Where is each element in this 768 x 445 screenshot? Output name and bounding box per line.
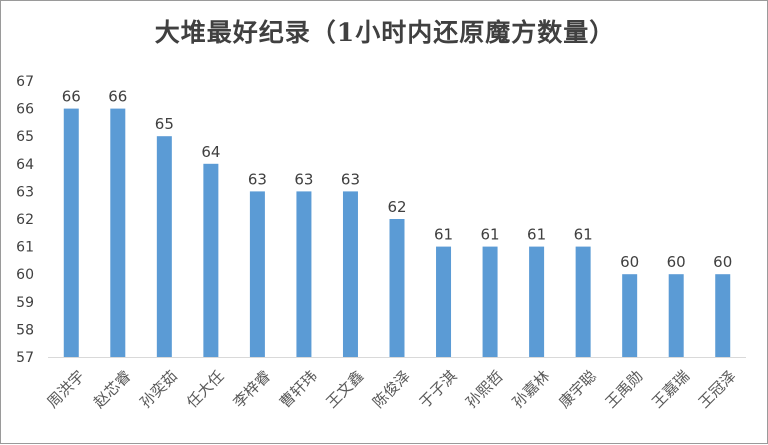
y-tick-label: 64	[16, 157, 34, 173]
data-label: 61	[527, 226, 546, 244]
data-label: 60	[667, 253, 686, 271]
data-label: 61	[434, 226, 453, 244]
category-label: 周洪宇	[43, 367, 88, 412]
y-tick-label: 58	[16, 322, 34, 338]
category-label: 李梓睿	[230, 367, 275, 412]
bar	[622, 274, 638, 357]
y-tick-label: 66	[16, 102, 34, 118]
bar	[110, 108, 126, 357]
bar	[389, 219, 405, 357]
category-label: 王文鑫	[323, 367, 368, 412]
data-label: 63	[341, 170, 360, 188]
category-label: 孙嘉林	[509, 367, 554, 412]
bar	[436, 246, 452, 357]
bar	[63, 108, 79, 357]
data-label: 62	[387, 198, 406, 216]
data-label: 63	[294, 170, 313, 188]
category-label: 孙熙哲	[462, 367, 507, 412]
data-label: 60	[620, 253, 639, 271]
category-label: 孙奕茹	[137, 367, 182, 412]
chart-title: 大堆最好纪录（1小时内还原魔方数量）	[154, 18, 616, 47]
data-label: 60	[713, 253, 732, 271]
y-tick-label: 62	[16, 212, 34, 228]
category-label: 曹轩玮	[276, 367, 321, 412]
category-label: 陈俊泽	[369, 367, 414, 412]
category-label: 王嘉瑞	[648, 367, 693, 412]
y-tick-label: 63	[16, 184, 34, 200]
data-label: 63	[248, 170, 267, 188]
data-label: 61	[574, 226, 593, 244]
category-label: 王禹勋	[602, 367, 647, 412]
bar	[482, 246, 498, 357]
y-tick-label: 61	[16, 240, 34, 256]
data-label: 66	[62, 88, 81, 106]
y-tick-label: 67	[16, 74, 34, 90]
y-tick-label: 65	[16, 129, 34, 145]
bar	[575, 246, 591, 357]
bar	[249, 191, 265, 357]
category-label: 王冠泽	[695, 367, 740, 412]
category-label: 赵芯睿	[90, 367, 135, 412]
y-tick-label: 57	[16, 350, 34, 366]
data-label: 65	[155, 115, 174, 133]
data-label: 66	[108, 88, 127, 106]
category-label: 于子淇	[416, 367, 461, 412]
bar	[342, 191, 358, 357]
y-tick-label: 59	[16, 295, 34, 311]
category-label: 任大任	[183, 367, 228, 412]
y-tick-label: 60	[16, 267, 34, 283]
bar	[203, 163, 219, 357]
category-label: 康宇聪	[555, 367, 600, 412]
data-label: 64	[201, 143, 220, 161]
bar	[529, 246, 545, 357]
bar	[715, 274, 731, 357]
bar	[156, 136, 172, 357]
bar	[668, 274, 684, 357]
bar	[296, 191, 312, 357]
data-label: 61	[481, 226, 500, 244]
